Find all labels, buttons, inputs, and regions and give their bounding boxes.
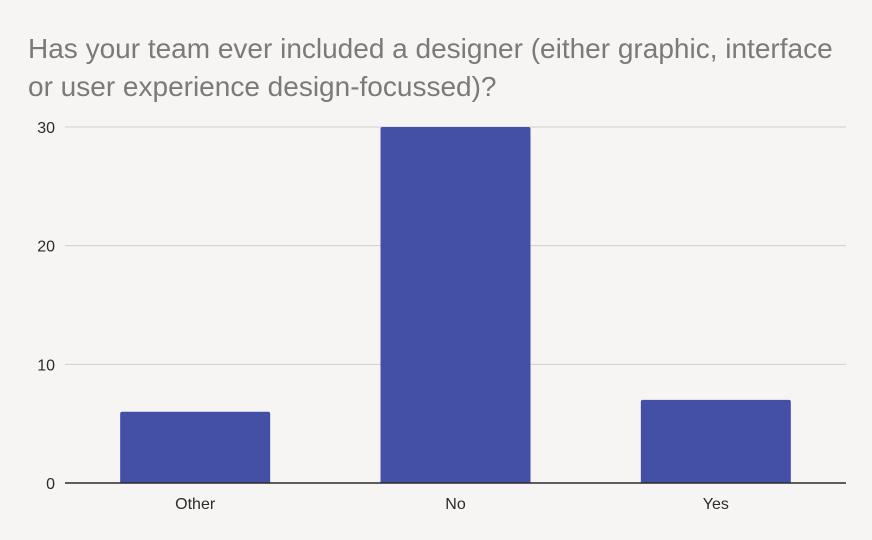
bar-no: [380, 127, 531, 483]
chart-title: Has your team ever included a designer (…: [28, 33, 833, 102]
y-tick-label: 20: [37, 239, 55, 256]
bars: [120, 127, 791, 483]
x-tick-label: Yes: [703, 496, 729, 513]
bar-other: [120, 411, 271, 483]
y-tick-label: 10: [37, 357, 55, 374]
tick-labels: 0 10 20 30 Other No Yes: [37, 120, 729, 513]
y-tick-label: 0: [46, 476, 55, 493]
y-tick-label: 30: [37, 120, 55, 137]
x-tick-label: Other: [175, 496, 216, 513]
x-tick-label: No: [445, 496, 466, 513]
bar-yes: [640, 399, 791, 483]
